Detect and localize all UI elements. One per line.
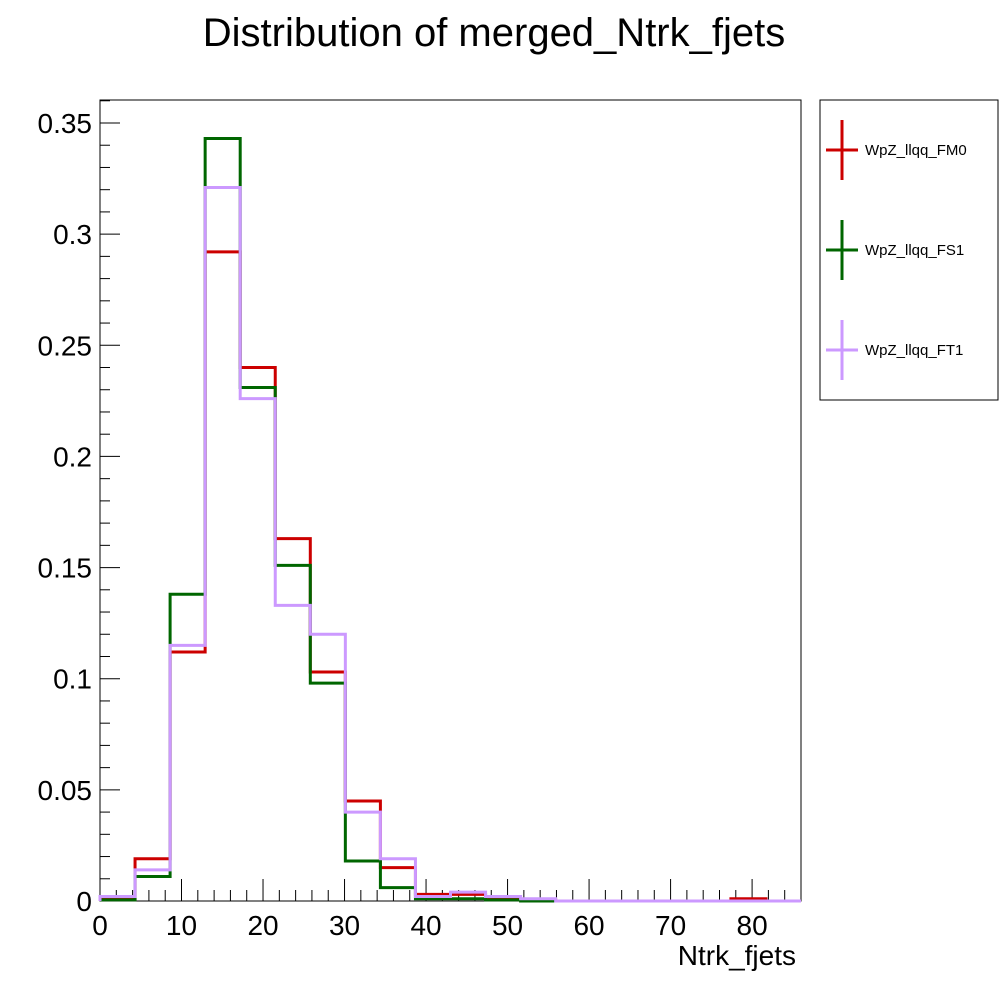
y-tick-label: 0.05 bbox=[38, 775, 93, 806]
x-tick-label: 80 bbox=[737, 910, 768, 941]
x-tick-label: 50 bbox=[492, 910, 523, 941]
legend-label: WpZ_llqq_FM0 bbox=[865, 142, 967, 159]
series-line-2 bbox=[98, 185, 801, 903]
legend-label: WpZ_llqq_FT1 bbox=[865, 342, 963, 359]
x-tick-label: 10 bbox=[166, 910, 197, 941]
legend-entry: WpZ_llqq_FT1 bbox=[826, 320, 963, 380]
x-tick-label: 60 bbox=[573, 910, 604, 941]
x-tick-label: 0 bbox=[92, 910, 108, 941]
x-axis: 0 10 20 30 40 50 60 70 80 bbox=[92, 879, 802, 941]
x-tick-label: 70 bbox=[655, 910, 686, 941]
y-tick-label: 0.2 bbox=[53, 441, 92, 472]
y-tick-label: 0.15 bbox=[38, 553, 93, 584]
y-axis: 0 0.05 0.1 0.15 0.2 0.25 0.3 0.35 bbox=[38, 100, 120, 917]
chart-title: Distribution of merged_Ntrk_fjets bbox=[203, 11, 785, 55]
y-tick-label: 0.3 bbox=[53, 219, 92, 250]
y-tick-label: 0.35 bbox=[38, 108, 93, 139]
legend-label: WpZ_llqq_FS1 bbox=[865, 242, 964, 259]
y-tick-label: 0 bbox=[76, 886, 92, 917]
legend: WpZ_llqq_FM0 WpZ_llqq_FS1 WpZ_llqq_FT1 bbox=[819, 99, 999, 401]
x-tick-label: 40 bbox=[410, 910, 441, 941]
legend-entry: WpZ_llqq_FM0 bbox=[826, 120, 967, 180]
legend-entry: WpZ_llqq_FS1 bbox=[826, 220, 964, 280]
y-tick-label: 0.1 bbox=[53, 664, 92, 695]
y-tick-label: 0.25 bbox=[38, 330, 93, 361]
x-tick-label: 30 bbox=[329, 910, 360, 941]
x-tick-label: 20 bbox=[247, 910, 278, 941]
series-layer bbox=[98, 137, 801, 903]
x-axis-label: Ntrk_fjets bbox=[678, 940, 796, 971]
